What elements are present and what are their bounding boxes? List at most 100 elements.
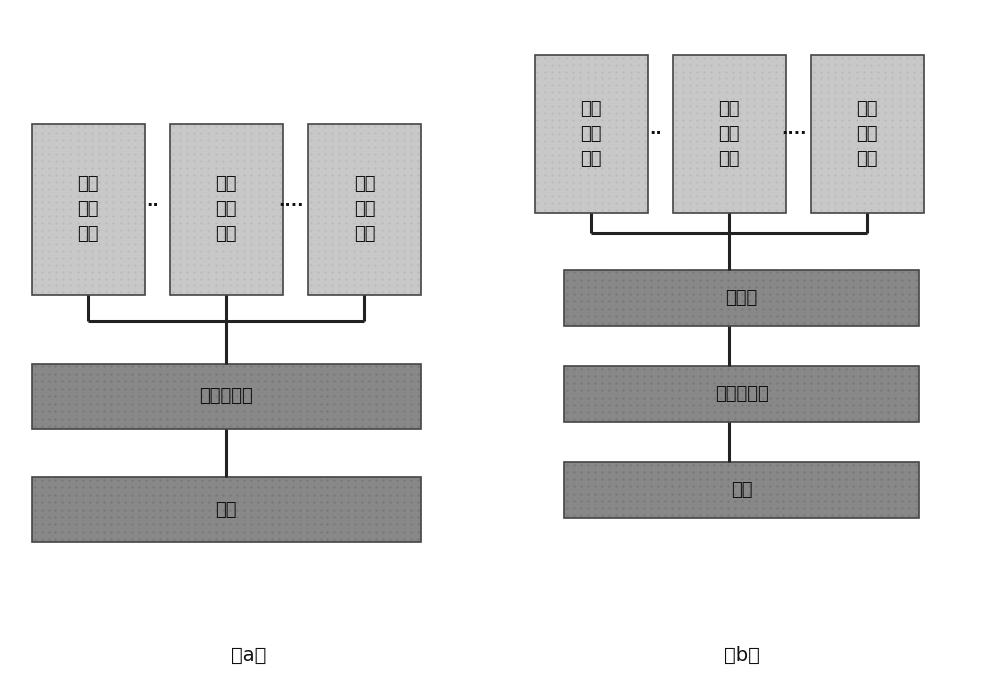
Point bbox=[251, 238, 267, 249]
Point bbox=[333, 368, 349, 379]
Point bbox=[732, 108, 748, 119]
Point bbox=[410, 238, 426, 249]
Text: 电脑: 电脑 bbox=[731, 481, 752, 499]
Point bbox=[317, 252, 333, 263]
Point bbox=[566, 385, 582, 396]
Point bbox=[894, 385, 910, 396]
Point bbox=[347, 421, 363, 432]
Point bbox=[615, 128, 631, 139]
Point bbox=[319, 489, 335, 500]
Point bbox=[173, 376, 189, 387]
Point bbox=[159, 519, 175, 530]
Point bbox=[608, 204, 624, 216]
Point bbox=[68, 421, 84, 432]
Point bbox=[615, 399, 631, 410]
Point bbox=[845, 510, 861, 521]
Point bbox=[637, 190, 653, 202]
Point bbox=[906, 114, 922, 125]
Point bbox=[657, 488, 673, 499]
Point bbox=[264, 413, 280, 424]
Point bbox=[310, 273, 326, 284]
Point bbox=[594, 288, 610, 300]
Point bbox=[331, 120, 347, 132]
Point bbox=[166, 384, 182, 395]
Point bbox=[566, 318, 582, 329]
Point bbox=[664, 377, 680, 388]
Point bbox=[623, 94, 639, 105]
Point bbox=[841, 66, 857, 77]
Point bbox=[27, 280, 43, 291]
Point bbox=[346, 245, 362, 256]
Point bbox=[866, 488, 882, 499]
Point bbox=[303, 190, 319, 201]
Point bbox=[601, 318, 617, 329]
Point bbox=[48, 273, 64, 284]
Point bbox=[718, 101, 734, 112]
Point bbox=[877, 190, 893, 202]
Point bbox=[215, 225, 231, 236]
Point bbox=[258, 211, 274, 222]
Point bbox=[741, 288, 757, 300]
Point bbox=[208, 148, 224, 160]
Point bbox=[913, 128, 929, 139]
Point bbox=[739, 183, 755, 195]
Point bbox=[258, 176, 274, 188]
Point bbox=[360, 259, 376, 270]
Point bbox=[172, 259, 188, 270]
Point bbox=[573, 481, 589, 492]
Point bbox=[713, 385, 729, 396]
Point bbox=[367, 148, 383, 160]
Point bbox=[179, 134, 195, 146]
Point bbox=[346, 273, 362, 284]
Point bbox=[739, 128, 755, 139]
Point bbox=[877, 52, 893, 63]
Point bbox=[138, 368, 154, 379]
Point bbox=[367, 225, 383, 236]
Point bbox=[353, 266, 369, 277]
Point bbox=[615, 80, 631, 91]
Point bbox=[201, 526, 217, 538]
Point bbox=[755, 481, 771, 492]
Point bbox=[180, 421, 196, 432]
Point bbox=[601, 66, 617, 77]
Point bbox=[303, 127, 319, 139]
Point bbox=[396, 474, 412, 485]
Point bbox=[310, 287, 326, 298]
Point bbox=[668, 176, 684, 188]
Point bbox=[899, 94, 915, 105]
Point bbox=[303, 245, 319, 256]
Point bbox=[331, 280, 347, 291]
Point bbox=[272, 238, 288, 249]
Point bbox=[61, 361, 77, 372]
Point bbox=[913, 66, 929, 77]
Point bbox=[623, 135, 639, 146]
Point bbox=[720, 310, 736, 321]
Point bbox=[145, 391, 161, 402]
Point bbox=[186, 169, 202, 181]
Point bbox=[615, 281, 631, 293]
Point bbox=[389, 134, 405, 146]
Point bbox=[810, 481, 826, 492]
Point bbox=[838, 473, 854, 484]
Point bbox=[48, 238, 64, 249]
Point bbox=[208, 504, 224, 515]
Point bbox=[894, 481, 910, 492]
Point bbox=[558, 108, 574, 119]
Point bbox=[558, 135, 574, 146]
Point bbox=[727, 267, 743, 278]
Point bbox=[856, 183, 872, 195]
Point bbox=[803, 407, 819, 418]
Point bbox=[138, 405, 154, 416]
Point bbox=[675, 183, 691, 195]
Point bbox=[403, 252, 419, 263]
Point bbox=[303, 259, 319, 270]
Point bbox=[601, 414, 617, 425]
Point bbox=[105, 266, 121, 277]
Point bbox=[906, 101, 922, 112]
Point bbox=[566, 399, 582, 410]
Point bbox=[303, 148, 319, 160]
Point bbox=[573, 488, 589, 499]
Point bbox=[755, 466, 771, 477]
Point bbox=[866, 503, 882, 514]
Point bbox=[117, 391, 133, 402]
